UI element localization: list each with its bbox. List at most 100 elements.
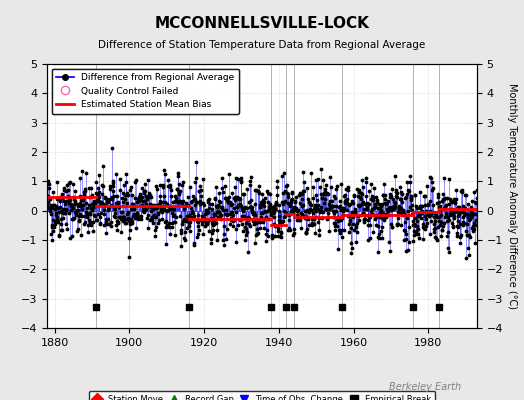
Point	[266, 201, 274, 208]
Point	[287, 208, 295, 214]
Point	[129, 212, 138, 219]
Point	[177, 230, 185, 236]
Point	[311, 192, 320, 198]
Point	[49, 228, 57, 234]
Point	[386, 248, 394, 254]
Point	[94, 210, 102, 217]
Point	[276, 219, 284, 226]
Point	[403, 186, 412, 193]
Point	[200, 216, 209, 222]
Point	[439, 223, 447, 229]
Point	[145, 194, 153, 200]
Point	[321, 182, 330, 188]
Point	[444, 214, 452, 220]
Point	[315, 226, 323, 233]
Point	[190, 196, 199, 202]
Point	[49, 189, 58, 195]
Point	[44, 199, 52, 205]
Point	[74, 207, 82, 213]
Point	[233, 194, 241, 200]
Point	[256, 224, 264, 231]
Point	[357, 190, 365, 196]
Point	[301, 230, 310, 236]
Point	[234, 196, 243, 202]
Point	[409, 218, 417, 224]
Point	[278, 172, 287, 179]
Point	[209, 229, 217, 236]
Point	[199, 200, 207, 206]
Point	[379, 210, 388, 216]
Point	[395, 204, 403, 211]
Point	[231, 197, 239, 204]
Point	[205, 228, 213, 234]
Point	[449, 207, 457, 213]
Point	[145, 190, 153, 196]
Point	[135, 197, 143, 203]
Point	[226, 221, 234, 227]
Point	[149, 206, 158, 212]
Point	[345, 228, 353, 235]
Point	[320, 191, 329, 197]
Point	[94, 194, 103, 201]
Point	[172, 214, 181, 221]
Point	[358, 210, 367, 216]
Point	[202, 206, 210, 213]
Point	[90, 212, 99, 218]
Point	[67, 207, 75, 214]
Point	[244, 214, 252, 221]
Point	[431, 234, 439, 240]
Point	[442, 202, 451, 208]
Point	[249, 216, 258, 223]
Point	[64, 187, 72, 193]
Point	[281, 188, 289, 194]
Point	[283, 191, 292, 198]
Point	[73, 203, 82, 209]
Point	[267, 210, 275, 216]
Point	[460, 212, 468, 218]
Point	[322, 191, 330, 198]
Point	[73, 206, 81, 213]
Point	[100, 210, 108, 217]
Point	[466, 216, 475, 222]
Point	[171, 193, 179, 199]
Point	[53, 195, 62, 202]
Point	[188, 192, 196, 199]
Point	[347, 225, 355, 232]
Point	[47, 237, 56, 243]
Point	[191, 179, 199, 185]
Point	[378, 224, 387, 230]
Point	[264, 232, 272, 239]
Point	[139, 206, 148, 212]
Point	[136, 213, 145, 220]
Point	[105, 221, 113, 228]
Point	[57, 208, 65, 214]
Point	[219, 237, 227, 243]
Point	[390, 204, 398, 211]
Point	[90, 199, 98, 206]
Point	[382, 213, 390, 220]
Point	[373, 249, 381, 255]
Point	[260, 208, 269, 214]
Point	[112, 222, 120, 228]
Point	[405, 224, 413, 231]
Point	[172, 198, 180, 204]
Point	[422, 183, 431, 189]
Point	[350, 227, 358, 233]
Point	[295, 214, 303, 220]
Point	[395, 202, 403, 209]
Point	[163, 208, 171, 215]
Point	[236, 200, 244, 207]
Point	[443, 233, 452, 240]
Point	[160, 205, 168, 212]
Point	[242, 220, 250, 226]
Point	[88, 192, 96, 198]
Point	[185, 219, 194, 226]
Point	[406, 204, 414, 210]
Point	[65, 180, 73, 186]
Point	[125, 254, 133, 260]
Point	[459, 222, 467, 228]
Point	[123, 189, 131, 196]
Point	[380, 181, 389, 188]
Point	[290, 203, 298, 210]
Point	[207, 239, 215, 246]
